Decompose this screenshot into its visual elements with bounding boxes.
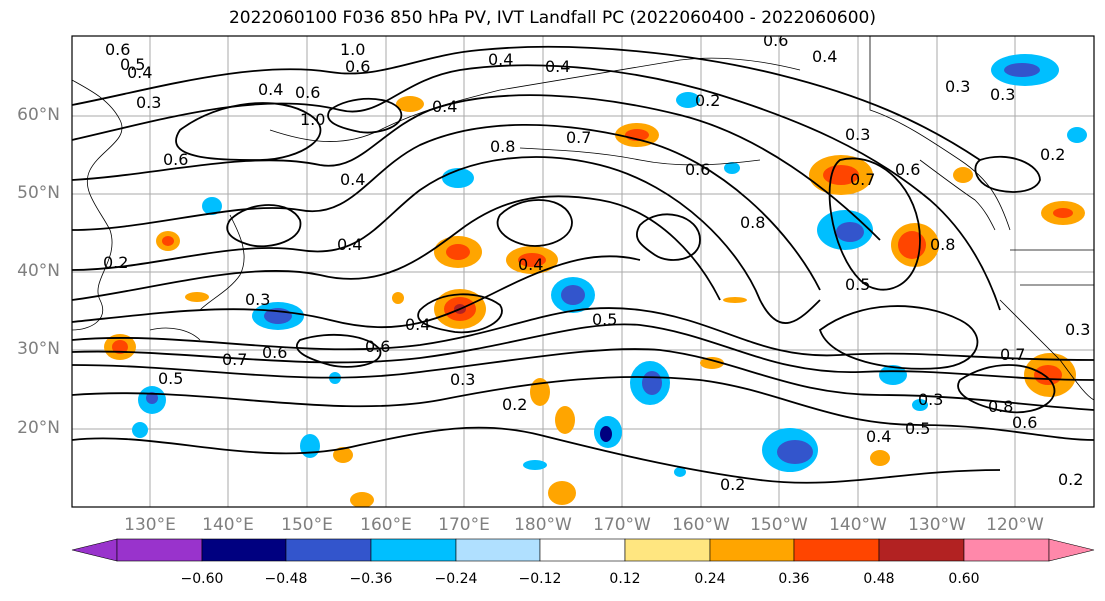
lon-label: 170°W [593,515,651,535]
colorbar-tick-label: 0.36 [778,571,810,587]
lon-label: 160°E [360,515,412,535]
lon-label: 140°E [202,515,254,535]
contour-label: 1.0 [300,110,325,129]
lon-label: 150°E [281,515,333,535]
contour-label: 1.0 [340,40,365,59]
contour-label: 0.2 [1040,145,1065,164]
lat-label: 20°N [17,418,60,438]
contour-label: 0.3 [945,77,970,96]
contour-label: 0.6 [763,31,788,50]
contour-label: 0.3 [245,290,270,309]
contour-label: 0.4 [258,80,283,99]
contour-label: 0.6 [105,40,130,59]
contour-label: 0.4 [866,427,891,446]
lon-label: 150°W [750,515,808,535]
colorbar-tick-label: −0.12 [518,571,562,587]
contour-label: 0.6 [895,160,920,179]
colorbar-tick-label: −0.60 [180,571,224,587]
contour-label: 0.4 [545,57,570,76]
contour-label: 0.6 [365,337,390,356]
contour-label: 0.6 [1012,413,1037,432]
colorbar-tick-label: −0.24 [434,571,478,587]
ivt-anomaly-fill [104,54,1087,507]
lon-label: 140°W [829,515,887,535]
contour-label: 0.6 [295,83,320,102]
lat-label: 40°N [17,261,60,281]
contour-label: 0.2 [720,475,745,494]
contour-label: 0.7 [566,128,591,147]
contour-label: 0.3 [1065,320,1090,339]
lon-label: 160°W [672,515,730,535]
contour-label: 0.5 [845,275,870,294]
contour-label: 0.6 [685,160,710,179]
contour-label: 0.3 [450,370,475,389]
contour-label: 0.7 [850,170,875,189]
contour-label: 0.2 [502,395,527,414]
contour-label: 0.4 [518,255,543,274]
contour-label: 0.4 [405,315,430,334]
contour-label: 0.8 [930,235,955,254]
graticule [72,36,1094,507]
colorbar-tick-label: 0.60 [948,571,980,587]
contour-label: 0.5 [120,55,145,74]
colorbar-tick-label: 0.48 [863,571,895,587]
contour-label: 0.7 [222,350,247,369]
contour-label: 0.6 [345,57,370,76]
contour-label: 0.4 [488,50,513,69]
lon-label: 120°W [986,515,1044,535]
contour-label: 0.2 [103,253,128,272]
contour-label: 0.4 [340,170,365,189]
contour-label: 0.5 [592,310,617,329]
contour-label: 0.5 [905,419,930,438]
colorbar-tick-label: 0.24 [694,571,726,587]
contour-label: 0.6 [163,150,188,169]
contour-label: 0.3 [136,93,161,112]
lon-label: 130°W [908,515,966,535]
contour-label: 0.4 [337,235,362,254]
lon-label: 180°W [514,515,572,535]
colorbar-tick-label: −0.48 [264,571,308,587]
contour-label: 0.5 [158,369,183,388]
colorbar-tick-label: −0.36 [349,571,393,587]
lat-label: 60°N [17,105,60,125]
lat-label: 50°N [17,183,60,203]
contour-label: 0.3 [918,390,943,409]
lon-label: 130°E [124,515,176,535]
map-title: 2022060100 F036 850 hPa PV, IVT Landfall… [228,8,876,28]
contour-label: 0.4 [127,63,152,82]
colorbar-tick-label: 0.12 [609,571,641,587]
contour-label: 0.4 [812,47,837,66]
contour-label: 0.4 [432,97,457,116]
contour-label-group: 0.6 0.5 0.4 1.0 0.6 0.4 0.4 0.6 0.4 0.3 … [103,31,1090,494]
contour-label: 0.2 [695,91,720,110]
contour-label: 0.6 [262,343,287,362]
contour-label: 0.8 [988,397,1013,416]
map-frame [71,35,1095,508]
contour-label: 0.3 [845,125,870,144]
contour-label: 0.2 [1058,470,1083,489]
lat-label: 30°N [17,339,60,359]
contour-label: 0.7 [1000,345,1025,364]
contour-label: 0.8 [740,213,765,232]
contour-label: 0.3 [990,85,1015,104]
coastlines [72,36,1094,401]
contour-label: 0.8 [490,137,515,156]
pv-contours [72,45,1094,484]
lon-label: 170°E [438,515,490,535]
